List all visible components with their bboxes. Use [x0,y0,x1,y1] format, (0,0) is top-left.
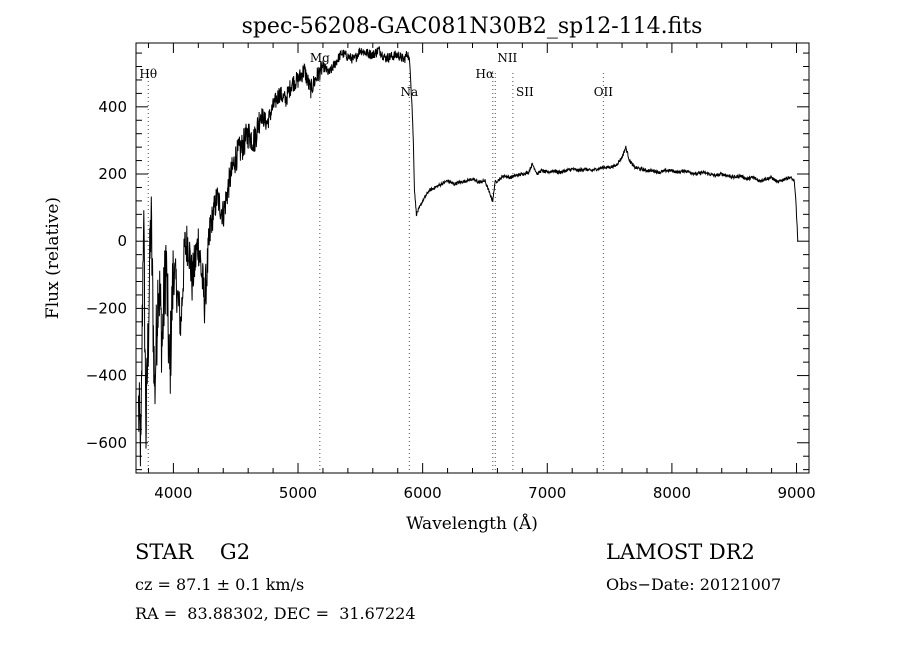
chart-title: spec-56208-GAC081N30B2_sp12-114.fits [242,14,703,39]
spectral-line-label: OII [594,85,614,99]
observation-date: Obs−Date: 20121007 [606,575,782,594]
object-type: STAR G2 [135,540,251,564]
y-tick-label: −400 [86,367,127,385]
coordinates: RA = 83.88302, DEC = 31.67224 [135,604,416,623]
y-tick-label: −200 [86,299,127,317]
survey-name: LAMOST DR2 [606,540,755,564]
x-tick-label: 6000 [404,484,442,502]
y-tick-label: 0 [117,232,127,250]
y-axis-label: Flux (relative) [43,197,63,319]
spectral-line-label: Na [400,85,418,99]
y-tick-label: 400 [98,98,127,116]
y-tick-label: −600 [86,434,127,452]
x-axis-label: Wavelength (Å) [406,513,538,534]
redshift-velocity: cz = 87.1 ± 0.1 km/s [135,575,305,594]
x-tick-label: 7000 [528,484,566,502]
x-tick-label: 5000 [279,484,317,502]
x-tick-label: 8000 [653,484,691,502]
y-tick-label: 200 [98,165,127,183]
spectrum-series-line [138,46,799,467]
spectral-line-label: Hθ [139,67,157,81]
x-tick-label: 4000 [154,484,192,502]
spectral-line-label: NII [497,51,517,65]
spectral-line-label: Hα [476,67,495,81]
plot-frame [135,42,810,474]
x-tick-label: 9000 [777,484,815,502]
axis-ticks: 4000 5000 6000 7000 8000 9000 −600 −400 −200 0 200… [86,43,816,502]
spectral-line-label: SII [516,85,534,99]
spectral-line-label: Mg [310,51,330,65]
